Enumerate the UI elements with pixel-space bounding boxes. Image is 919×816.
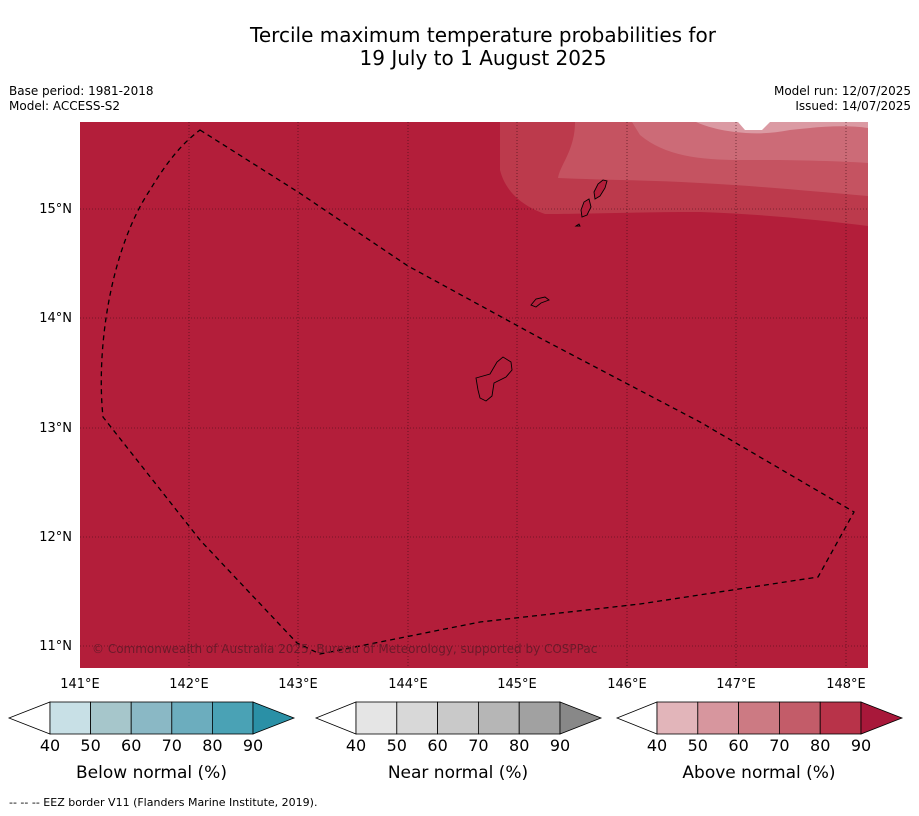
- gridlines: [80, 122, 868, 668]
- colorbar-segment: [477, 701, 520, 735]
- model-text: Model: ACCESS-S2: [9, 99, 121, 113]
- tinian-island-icon: [580, 198, 592, 218]
- lon-label: 145°E: [497, 677, 537, 692]
- colorbar-title: Above normal (%): [682, 763, 835, 783]
- colorbar-segment: [697, 701, 739, 735]
- colorbar-title: Below normal (%): [76, 763, 227, 783]
- colorbar-tick-label: 80: [810, 736, 830, 755]
- lon-label: 142°E: [169, 677, 209, 692]
- lon-label: 147°E: [716, 677, 756, 692]
- colorbar-title: Near normal (%): [388, 763, 528, 783]
- footnote-eez: -- -- -- EEZ border V11 (Flanders Marine…: [9, 796, 318, 809]
- colorbar-segment: [355, 701, 398, 735]
- title-line-1: Tercile maximum temperature probabilitie…: [250, 23, 716, 47]
- title-line-2: 19 July to 1 August 2025: [359, 46, 607, 70]
- colorbar-extend-high: [860, 701, 904, 735]
- colorbar-below-normal: 40 50 60 70 80 90 Below normal (%): [7, 701, 296, 783]
- colorbar-segment: [779, 701, 821, 735]
- issued-text: Issued: 14/07/2025: [795, 99, 911, 113]
- lon-label: 148°E: [826, 677, 866, 692]
- probability-contours: [500, 122, 868, 226]
- aguijan-island-icon: [574, 223, 581, 227]
- colorbar-tick-label: 60: [728, 736, 748, 755]
- islands: [475, 179, 608, 402]
- latitude-labels: 15°N 14°N 13°N 12°N 11°N: [39, 202, 72, 654]
- lat-label: 13°N: [39, 421, 72, 436]
- colorbar-extend-low: [615, 701, 658, 735]
- colorbar-segment: [437, 701, 479, 735]
- colorbar-tick-label: 70: [468, 736, 488, 755]
- lon-label: 146°E: [607, 677, 647, 692]
- colorbar-tick-label: 60: [427, 736, 447, 755]
- colorbar-tick-label: 50: [688, 736, 708, 755]
- meta-left: Base period: 1981-2018 Model: ACCESS-S2: [9, 84, 154, 114]
- colorbar-extend-low: [7, 701, 51, 735]
- meta-right: Model run: 12/07/2025 Issued: 14/07/2025: [774, 84, 911, 114]
- colorbar-tick-label: 70: [769, 736, 789, 755]
- eez-border-dashed: [100, 129, 855, 655]
- model-run-text: Model run: 12/07/2025: [773, 84, 911, 98]
- colorbar-tick-label: 60: [121, 736, 141, 755]
- saipan-island-icon: [593, 179, 608, 200]
- colorbar-extend-low: [314, 701, 357, 735]
- copyright-text: © Commonwealth of Australia 2025, Bureau…: [92, 642, 597, 656]
- contour-band-50: [696, 122, 868, 134]
- map-title: Tercile maximum temperature probabilitie…: [0, 24, 919, 70]
- lat-label: 12°N: [39, 530, 72, 545]
- colorbar-segment: [211, 701, 254, 735]
- guam-island-icon: [475, 356, 513, 402]
- colorbar-tick-label: 90: [550, 736, 570, 755]
- colorbar-tick-label: 40: [40, 736, 60, 755]
- contour-band-60: [632, 122, 868, 163]
- colorbar-tick-label: 40: [346, 736, 366, 755]
- colorbar-extend-high: [252, 701, 296, 735]
- lat-label: 11°N: [39, 639, 72, 654]
- base-period-text: Base period: 1981-2018: [9, 84, 154, 98]
- colorbar-tick-label: 80: [202, 736, 222, 755]
- colorbar-segment: [656, 701, 699, 735]
- colorbar-extend-high: [559, 701, 603, 735]
- colorbar-tick-label: 80: [509, 736, 529, 755]
- colorbar-tick-label: 70: [162, 736, 182, 755]
- colorbar-tick-label: 50: [387, 736, 407, 755]
- lat-label: 14°N: [39, 311, 72, 326]
- colorbar-segment: [130, 701, 173, 735]
- colorbar-tick-label: 40: [647, 736, 667, 755]
- colorbar-tick-label: 90: [243, 736, 263, 755]
- colorbar-near-normal: 40 50 60 70 80 90 Near normal (%): [314, 701, 603, 783]
- lon-label: 144°E: [388, 677, 428, 692]
- colorbar-segment: [90, 701, 132, 735]
- lat-label: 15°N: [39, 202, 72, 217]
- lon-label: 141°E: [60, 677, 100, 692]
- rota-island-icon: [530, 296, 550, 308]
- colorbar-tick-label: 90: [851, 736, 871, 755]
- colorbar-segment: [819, 701, 862, 735]
- colorbar-segment: [49, 701, 91, 735]
- longitude-labels: 141°E 142°E 143°E 144°E 145°E 146°E 147°…: [60, 677, 866, 692]
- colorbar-tick-label: 50: [80, 736, 100, 755]
- colorbar-segment: [738, 701, 780, 735]
- colorbar-segment: [518, 701, 561, 735]
- contour-band-40: [738, 122, 770, 130]
- lon-label: 143°E: [278, 677, 318, 692]
- colorbar-segment: [171, 701, 213, 735]
- colorbar-segment: [396, 701, 438, 735]
- colorbar-above-normal: 40 50 60 70 80 90 Above normal (%): [615, 701, 904, 783]
